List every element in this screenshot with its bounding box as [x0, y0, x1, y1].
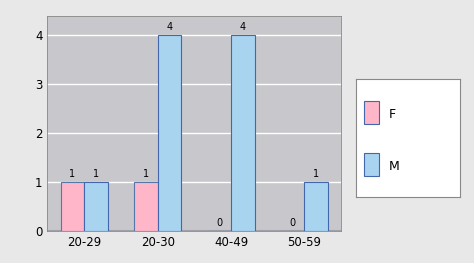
Text: M: M: [389, 160, 400, 173]
Bar: [158, 36, 181, 231]
Text: 0: 0: [290, 219, 296, 229]
Text: F: F: [389, 108, 396, 121]
Bar: [304, 183, 328, 231]
Text: 4: 4: [166, 22, 173, 32]
Text: 4: 4: [240, 22, 246, 32]
Bar: [61, 183, 84, 231]
FancyBboxPatch shape: [364, 101, 380, 124]
Bar: [84, 183, 108, 231]
Bar: [231, 36, 255, 231]
FancyBboxPatch shape: [364, 153, 380, 176]
Text: 1: 1: [313, 169, 319, 179]
Text: 1: 1: [69, 169, 75, 179]
Text: 1: 1: [143, 169, 149, 179]
Text: 1: 1: [93, 169, 99, 179]
Text: 0: 0: [216, 219, 222, 229]
Bar: [134, 183, 158, 231]
